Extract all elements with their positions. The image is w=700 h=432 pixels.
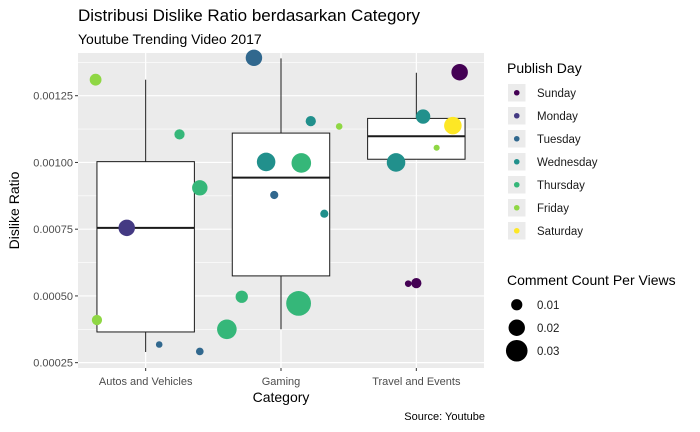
legend-swatch <box>513 227 520 234</box>
legend-label-tuesday: Tuesday <box>537 134 581 146</box>
chart-title: Distribusi Dislike Ratio berdasarkan Cat… <box>78 6 421 25</box>
data-point <box>444 116 462 135</box>
data-point <box>174 129 185 140</box>
size-legend-label: 0.02 <box>537 323 559 335</box>
box-iqr <box>231 132 331 277</box>
data-point <box>411 277 422 289</box>
y-tick-label: 0.00100 <box>33 157 73 169</box>
data-point <box>270 190 279 200</box>
chart-subtitle: Youtube Trending Video 2017 <box>78 31 262 47</box>
data-point <box>192 180 208 196</box>
data-point <box>335 123 343 130</box>
data-point <box>286 290 311 316</box>
data-point <box>386 153 406 172</box>
legend-swatch <box>513 181 520 188</box>
size-legend-swatch <box>511 299 523 311</box>
legend-label-friday: Friday <box>537 203 569 215</box>
data-point <box>235 290 248 303</box>
data-point <box>91 314 103 326</box>
legend-swatch <box>513 204 520 211</box>
source-caption: Source: Youtube <box>404 411 485 423</box>
legend-swatch <box>513 158 520 165</box>
data-point <box>118 219 135 237</box>
data-point <box>291 153 312 173</box>
x-tick-label: Travel and Events <box>372 376 461 388</box>
data-point <box>451 63 468 81</box>
legend-swatch <box>513 135 520 142</box>
data-point <box>433 144 440 151</box>
data-point <box>415 109 431 124</box>
legend-label-wednesday: Wednesday <box>537 157 598 169</box>
y-tick-label: 0.00075 <box>33 224 73 236</box>
legend-swatch <box>513 112 520 119</box>
legend-label-sunday: Sunday <box>537 88 576 100</box>
legend-swatch <box>513 89 520 96</box>
data-point <box>89 73 102 86</box>
legend-label-saturday: Saturday <box>537 226 583 238</box>
x-axis-title: Category <box>253 389 310 405</box>
x-tick-label: Autos and Vehicles <box>99 376 193 388</box>
y-tick-label: 0.00025 <box>33 358 73 370</box>
legend-label-thursday: Thursday <box>537 180 585 192</box>
publish-day-legend-title: Publish Day <box>507 60 582 76</box>
size-legend-label: 0.01 <box>537 300 559 312</box>
size-legend-swatch <box>508 319 525 336</box>
data-point <box>195 347 204 356</box>
box-iqr <box>96 161 195 333</box>
data-point <box>245 49 263 67</box>
y-axis-title: Dislike Ratio <box>6 171 22 249</box>
data-point <box>155 341 163 348</box>
legend-label-monday: Monday <box>537 111 578 123</box>
data-point <box>256 152 276 172</box>
comment-count-legend-title: Comment Count Per Views <box>507 272 676 288</box>
size-legend-label: 0.03 <box>537 346 559 358</box>
data-point <box>217 319 237 340</box>
data-point <box>305 115 316 127</box>
data-point <box>320 209 329 218</box>
size-legend-swatch <box>505 339 528 362</box>
y-tick-label: 0.00050 <box>33 291 73 303</box>
x-tick-label: Gaming <box>262 376 301 388</box>
y-tick-label: 0.00125 <box>33 91 73 103</box>
data-point <box>404 280 412 287</box>
